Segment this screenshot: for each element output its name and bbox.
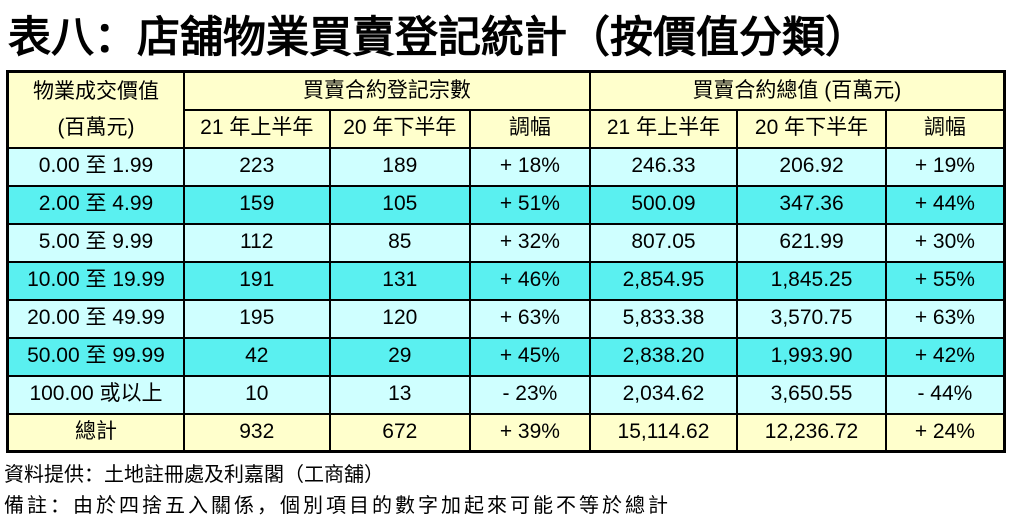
cell-value-21h1: 246.33 [588,146,739,187]
cell-count-21h1: 191 [182,260,331,301]
column-header-property-value-line1: 物業成交價值 [32,79,159,103]
source-note: 資料提供：土地註冊處及利嘉閣（工商舖） [4,464,384,486]
group-header-registration-count: 買賣合約登記宗數 [182,70,591,111]
cell-category: 0.00 至 1.99 [6,146,185,187]
cell-count-20h2: 29 [328,336,472,377]
cell-value-21h1: 15,114.62 [588,412,739,453]
cell-count-change: + 32% [469,222,591,263]
cell-value-21h1: 5,833.38 [588,298,739,339]
cell-count-change: + 39% [469,412,591,453]
subheader-count-20h2: 20 年下半年 [328,108,472,149]
cell-value-change: + 63% [884,298,1006,339]
property-sales-statistics-table: 物業成交價值 (百萬元) 買賣合約登記宗數 買賣合約總值 (百萬元) 21 年上… [6,70,1006,453]
cell-count-20h2: 672 [328,412,472,453]
cell-value-change: + 24% [884,412,1006,453]
cell-count-change: + 18% [469,146,591,187]
column-header-property-value: 物業成交價值 (百萬元) [6,70,185,149]
cell-value-20h2: 1,993.90 [736,336,887,377]
header-row-periods: 21 年上半年 20 年下半年 調幅 21 年上半年 20 年下半年 調幅 [8,108,1006,149]
table-row: 100.00 或以上 10 13 - 23% 2,034.62 3,650.55… [6,374,1006,415]
cell-category: 10.00 至 19.99 [6,260,185,301]
cell-category: 20.00 至 49.99 [6,298,185,339]
cell-value-change: + 42% [884,336,1006,377]
cell-category: 100.00 或以上 [6,374,185,415]
cell-value-20h2: 347.36 [736,184,887,225]
subheader-value-20h2: 20 年下半年 [736,108,887,149]
cell-value-21h1: 2,034.62 [588,374,739,415]
cell-value-change: - 44% [884,374,1006,415]
cell-count-21h1: 223 [182,146,331,187]
group-header-total-value: 買賣合約總值 (百萬元) [588,70,1006,111]
cell-category: 50.00 至 99.99 [6,336,185,377]
cell-value-21h1: 2,838.20 [588,336,739,377]
header-row-groups: 物業成交價值 (百萬元) 買賣合約登記宗數 買賣合約總值 (百萬元) [6,70,1006,149]
cell-value-20h2: 3,570.75 [736,298,887,339]
table-total-row: 總計 932 672 + 39% 15,114.62 12,236.72 + 2… [6,412,1006,453]
cell-count-21h1: 159 [182,184,331,225]
cell-value-21h1: 807.05 [588,222,739,263]
cell-count-20h2: 131 [328,260,472,301]
table-row: 50.00 至 99.99 42 29 + 45% 2,838.20 1,993… [6,336,1006,377]
cell-value-20h2: 1,845.25 [736,260,887,301]
cell-count-change: - 23% [469,374,591,415]
cell-category: 2.00 至 4.99 [6,184,185,225]
cell-total-label: 總計 [6,412,185,453]
cell-value-21h1: 500.09 [588,184,739,225]
cell-count-change: + 51% [469,184,591,225]
cell-count-21h1: 932 [182,412,331,453]
footnotes: 資料提供：土地註冊處及利嘉閣（工商舖） 備註：由於四捨五入關係，個別項目的數字加… [4,460,1012,522]
cell-count-21h1: 112 [182,222,331,263]
cell-value-change: + 30% [884,222,1006,263]
cell-count-21h1: 10 [182,374,331,415]
cell-value-20h2: 621.99 [736,222,887,263]
cell-count-21h1: 42 [182,336,331,377]
cell-value-20h2: 206.92 [736,146,887,187]
cell-category: 5.00 至 9.99 [6,222,185,263]
cell-count-20h2: 105 [328,184,472,225]
cell-count-change: + 45% [469,336,591,377]
cell-count-20h2: 120 [328,298,472,339]
rounding-note: 備註：由於四捨五入關係，個別項目的數字加起來可能不等於總計 [4,495,671,517]
cell-value-20h2: 3,650.55 [736,374,887,415]
page-title: 表八：店舖物業買賣登記統計（按價值分類） [8,14,868,62]
cell-count-20h2: 13 [328,374,472,415]
subheader-value-21h1: 21 年上半年 [588,108,739,149]
table-row: 20.00 至 49.99 195 120 + 63% 5,833.38 3,5… [6,298,1006,339]
table-row: 5.00 至 9.99 112 85 + 32% 807.05 621.99 +… [6,222,1006,263]
cell-count-change: + 46% [469,260,591,301]
table-row: 10.00 至 19.99 191 131 + 46% 2,854.95 1,8… [6,260,1006,301]
cell-value-change: + 55% [884,260,1006,301]
cell-value-change: + 44% [884,184,1006,225]
cell-count-change: + 63% [469,298,591,339]
cell-value-21h1: 2,854.95 [588,260,739,301]
cell-value-change: + 19% [884,146,1006,187]
cell-count-21h1: 195 [182,298,331,339]
subheader-count-change: 調幅 [469,108,591,149]
column-header-property-value-line2: (百萬元) [57,115,135,139]
cell-count-20h2: 189 [328,146,472,187]
subheader-count-21h1: 21 年上半年 [182,108,331,149]
cell-count-20h2: 85 [328,222,472,263]
cell-value-20h2: 12,236.72 [736,412,887,453]
table-row: 0.00 至 1.99 223 189 + 18% 246.33 206.92 … [6,146,1006,187]
subheader-value-change: 調幅 [884,108,1006,149]
table-row: 2.00 至 4.99 159 105 + 51% 500.09 347.36 … [6,184,1006,225]
